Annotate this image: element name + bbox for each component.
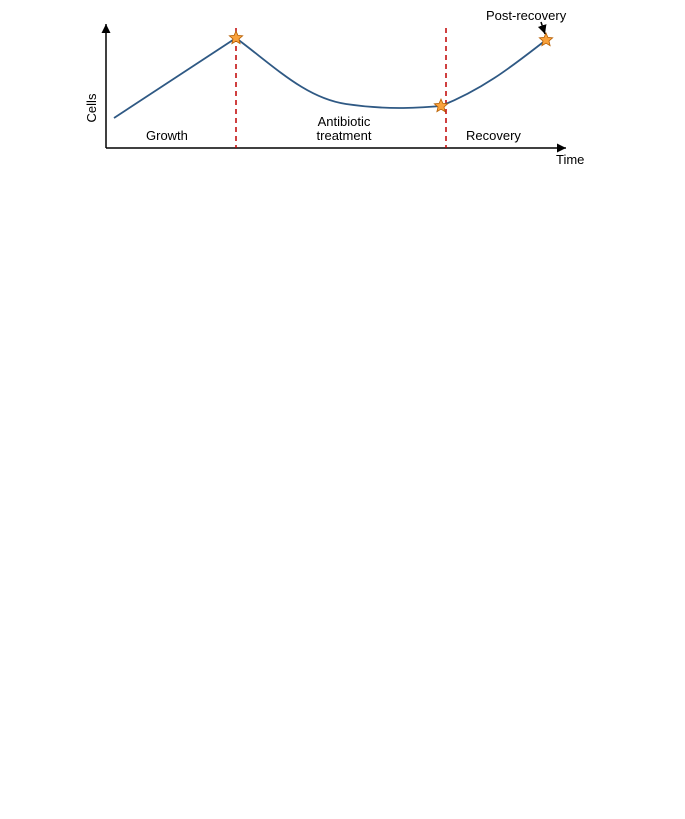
svg-text:Time: Time [556, 152, 584, 167]
svg-text:Growth: Growth [146, 128, 188, 143]
svg-text:Recovery: Recovery [466, 128, 521, 143]
svg-text:Post-recovery: Post-recovery [486, 8, 567, 23]
figure-root: Post-recovery Cells Time Growth Antibiotictr… [0, 0, 685, 188]
schematic-curve: Post-recovery Cells Time Growth Antibiotictr… [46, 8, 639, 168]
svg-text:Antibiotictreatment: Antibiotictreatment [317, 114, 372, 143]
svg-text:Cells: Cells [84, 93, 99, 122]
